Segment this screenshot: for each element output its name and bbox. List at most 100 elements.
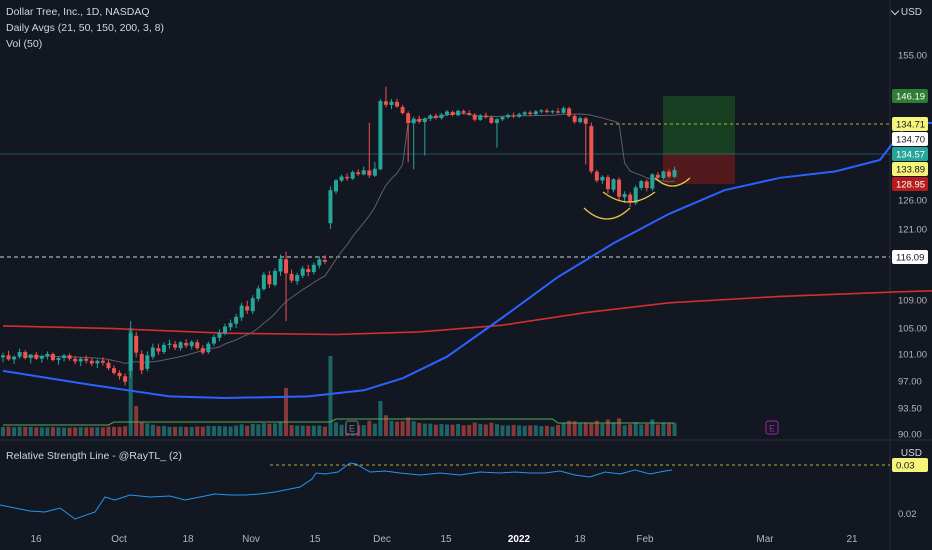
candle-body <box>106 362 111 369</box>
candle-body <box>395 101 400 107</box>
volume-bar <box>556 424 560 436</box>
volume-bar <box>544 425 549 436</box>
candle-body <box>450 112 455 115</box>
volume-bar <box>17 426 22 436</box>
price-tick-label: 105.00 <box>898 324 927 335</box>
candle-body <box>67 355 72 359</box>
candle-body <box>539 110 544 112</box>
volume-bar <box>461 425 466 436</box>
price-tag <box>892 250 928 264</box>
volume-bar <box>439 424 444 436</box>
volume-bar <box>117 426 122 436</box>
candle-body <box>339 176 344 181</box>
rs-indicator-legend[interactable]: Relative Strength Line - @RayTL_ (2) <box>6 450 182 462</box>
time-tick-label: 15 <box>440 534 452 545</box>
candle-body <box>383 101 388 105</box>
volume-bar <box>12 427 17 436</box>
volume-legend[interactable]: Vol (50) <box>6 38 43 50</box>
candle-body <box>62 355 67 359</box>
volume-bar <box>28 426 33 436</box>
price-tag-label: 134.70 <box>896 135 925 146</box>
volume-bar <box>211 426 216 436</box>
time-tick-label: Mar <box>756 534 774 545</box>
volume-bar <box>550 426 555 436</box>
price-tag <box>892 132 928 146</box>
currency-selector[interactable]: USD <box>900 7 922 18</box>
candle-body <box>34 354 39 359</box>
volume-bar <box>433 424 438 436</box>
rs-tick-label: 0.02 <box>898 509 917 520</box>
candle-body <box>145 355 150 369</box>
handle-arc <box>654 177 691 187</box>
price-tick-label: 90.00 <box>898 430 922 441</box>
volume-bar <box>628 424 633 436</box>
volume-bar <box>306 425 311 436</box>
candle-body <box>311 264 316 273</box>
candle-body <box>639 181 644 189</box>
candle-body <box>572 115 577 122</box>
candle-body <box>306 269 311 273</box>
candle-body <box>567 108 572 116</box>
volume-bar <box>650 419 655 436</box>
price-tag-label: 128.95 <box>896 180 925 191</box>
candle-body <box>45 354 50 357</box>
candle-body <box>328 190 333 224</box>
volume-bar <box>667 423 671 436</box>
price-tag-label: 133.89 <box>896 165 925 176</box>
volume-bar <box>389 420 394 436</box>
candle-body <box>611 179 616 190</box>
candle-body <box>223 326 227 334</box>
candle-body <box>1 355 5 358</box>
candle-body <box>544 110 549 113</box>
ma-red-line <box>2 289 932 336</box>
volume-bar <box>206 425 211 436</box>
volume-bar <box>361 425 366 436</box>
price-tick-label: 101.00 <box>898 350 927 361</box>
volume-bar <box>317 425 322 436</box>
volume-bar <box>617 418 622 436</box>
candle-body <box>428 115 433 119</box>
candle-body <box>56 358 61 361</box>
candle-body <box>28 354 33 359</box>
volume-bar <box>583 422 588 436</box>
time-tick-label: 21 <box>846 534 858 545</box>
time-tick-label: 15 <box>309 534 321 545</box>
volume-bar <box>567 420 572 436</box>
volume-bar <box>400 421 405 436</box>
cup-arc-right <box>602 191 656 203</box>
candle-body <box>483 115 488 118</box>
volume-bar <box>672 423 677 436</box>
candle-body <box>95 360 100 364</box>
volume-bar <box>472 422 477 436</box>
candle-body <box>417 118 422 122</box>
price-tick-label: 155.00 <box>898 51 927 62</box>
candle-body <box>550 111 555 113</box>
price-tick-label: 109.00 <box>898 296 927 307</box>
volume-bar <box>295 425 300 436</box>
volume-bar <box>528 425 533 436</box>
candle-body <box>211 337 216 344</box>
volume-bar <box>445 424 449 436</box>
candle-body <box>200 348 205 353</box>
volume-bar <box>161 426 166 436</box>
candle-body <box>389 101 394 105</box>
candle-body <box>617 179 622 197</box>
candle-body <box>139 354 144 371</box>
moving-averages-legend[interactable]: Daily Avgs (21, 50, 150, 200, 3, 8) <box>6 22 164 34</box>
volume-bar <box>1 426 5 436</box>
volume-bar <box>322 426 327 436</box>
price-tag-label: 146.19 <box>896 92 925 103</box>
candle-body <box>517 114 522 117</box>
volume-bar <box>56 427 61 436</box>
candle-body <box>667 171 671 177</box>
volume-bar <box>328 356 333 436</box>
candle-body <box>600 176 605 181</box>
candle-body <box>489 117 494 123</box>
candle-body <box>317 259 322 266</box>
candle-body <box>128 333 133 371</box>
candle-body <box>583 118 588 124</box>
volume-bar <box>605 419 610 436</box>
candle-body <box>217 332 222 338</box>
candle-body <box>173 344 178 348</box>
